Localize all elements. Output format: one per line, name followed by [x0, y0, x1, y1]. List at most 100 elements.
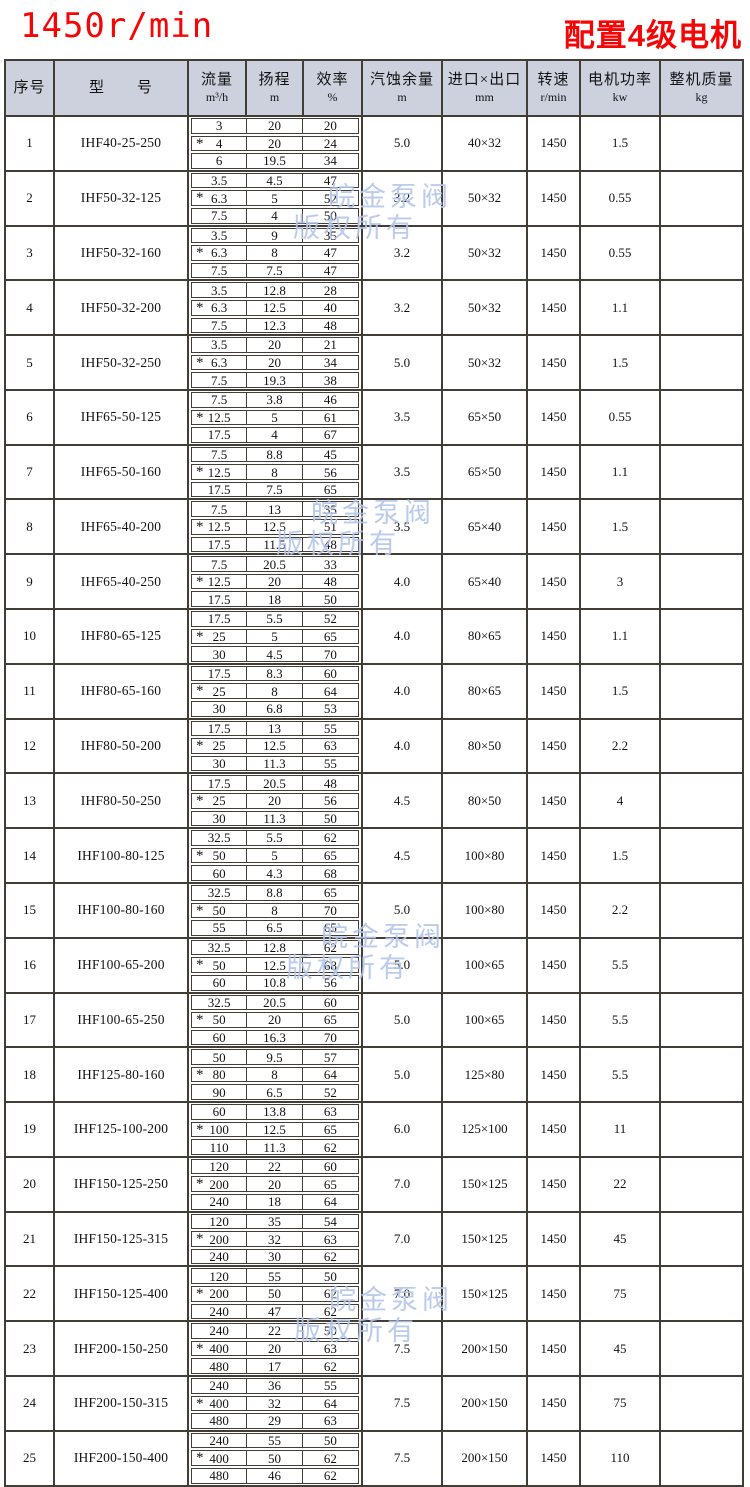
- efficiency-cell: 65: [302, 1121, 360, 1138]
- head-cell: 18: [247, 1194, 303, 1210]
- speed-cell: 1450: [526, 717, 581, 775]
- flow-cell: 7.5: [191, 207, 248, 224]
- npsh-cell: 7.5: [361, 1374, 443, 1432]
- flow-cell: * 12.5: [191, 573, 248, 590]
- perf-subrow: 240 47 62: [191, 1303, 360, 1320]
- perf-subrow: 17.5 5.5 52: [191, 611, 360, 627]
- ports-cell: 125×80: [441, 1046, 528, 1104]
- perf-subrow: * 400 20 63: [191, 1340, 360, 1357]
- head-cell: 6.8: [247, 701, 303, 717]
- perf-subrow: 240 36 55: [191, 1377, 360, 1394]
- efficiency-cell: 65: [302, 884, 360, 901]
- serial-cell: 13: [4, 772, 55, 830]
- perf-subrow: 30 11.3 50: [191, 810, 360, 827]
- efficiency-cell: 65: [302, 920, 360, 936]
- flow-cell: 240: [191, 1248, 248, 1265]
- speed-cell: 1450: [526, 1210, 581, 1268]
- model-cell: IHF150-125-250: [53, 1155, 189, 1213]
- ports-cell: 200×150: [441, 1320, 528, 1377]
- rated-point-star: *: [196, 135, 204, 152]
- power-cell: 5.5: [579, 991, 661, 1049]
- serial-cell: 10: [4, 608, 55, 665]
- efficiency-cell: 61: [302, 409, 360, 426]
- serial-cell: 3: [4, 224, 55, 282]
- efficiency-cell: 65: [302, 628, 360, 645]
- power-cell: 1.1: [579, 608, 661, 665]
- npsh-cell: 7.0: [361, 1210, 443, 1268]
- performance-subtable: 7.5 20.5 33 * 12.5 20 48 17.5 18 50: [187, 553, 363, 611]
- perf-subrow: * 50 8 70: [191, 902, 360, 919]
- performance-subtable: 7.5 3.8 46 * 12.5 5 61 17.5 4 67: [187, 388, 363, 446]
- serial-cell: 7: [4, 443, 55, 501]
- flow-cell: 3: [191, 118, 248, 134]
- perf-subrow: 17.5 7.5 65: [191, 481, 360, 498]
- head-cell: 8: [247, 245, 303, 261]
- efficiency-cell: 60: [302, 994, 360, 1011]
- table-row: 5 IHF50-32-250 3.5 20 21 * 6.3 20 34 7.5 …: [4, 334, 744, 391]
- table-row: 14 IHF100-80-125 32.5 5.5 62 * 50 5 65 60…: [4, 827, 744, 884]
- head-cell: 13: [247, 720, 303, 737]
- power-cell: 4: [579, 772, 661, 830]
- head-cell: 19.5: [247, 153, 303, 169]
- flow-cell: * 12.5: [191, 519, 248, 535]
- efficiency-cell: 56: [302, 792, 360, 809]
- performance-subtable: 17.5 8.3 60 * 25 8 64 30 6.8 53: [187, 662, 363, 720]
- ports-cell: 100×80: [441, 881, 528, 939]
- ports-cell: 65×40: [441, 498, 528, 556]
- performance-subtable: 120 35 54 * 200 32 63 240 30 62: [187, 1210, 363, 1268]
- perf-subrow: 30 11.3 55: [191, 755, 360, 772]
- perf-subrow: * 4 20 24: [191, 135, 360, 152]
- perf-subrow: * 25 20 56: [191, 792, 360, 809]
- efficiency-cell: 64: [302, 1066, 360, 1083]
- header-ports: 进口×出口 mm: [441, 59, 528, 117]
- npsh-cell: 3.2: [361, 169, 443, 227]
- speed-cell: 1450: [526, 498, 581, 556]
- efficiency-cell: 62: [302, 1467, 360, 1484]
- perf-subrow: * 400 32 64: [191, 1395, 360, 1412]
- head-cell: 10.8: [247, 974, 303, 991]
- model-cell: IHF80-50-200: [53, 717, 189, 775]
- efficiency-cell: 51: [302, 519, 360, 535]
- weight-cell: [659, 608, 744, 665]
- table-row: 17 IHF100-65-250 32.5 20.5 60 * 50 20 65 …: [4, 991, 744, 1049]
- model-cell: IHF100-80-125: [53, 827, 189, 884]
- flow-cell: 17.5: [191, 481, 248, 498]
- rated-point-star: *: [196, 792, 204, 809]
- perf-subrow: 240 30 62: [191, 1248, 360, 1265]
- head-cell: 8.8: [247, 446, 303, 463]
- head-cell: 20: [247, 135, 303, 152]
- head-cell: 12.5: [247, 519, 303, 535]
- perf-subrow: 480 17 62: [191, 1358, 360, 1374]
- head-cell: 12.3: [247, 317, 303, 334]
- perf-subrow: 3.5 4.5 47: [191, 172, 360, 189]
- perf-subrow: 60 4.3 68: [191, 865, 360, 881]
- efficiency-cell: 70: [302, 646, 360, 662]
- ports-cell: 125×100: [441, 1101, 528, 1158]
- weight-cell: [659, 772, 744, 830]
- efficiency-cell: 62: [302, 1303, 360, 1320]
- table-row: 6 IHF65-50-125 7.5 3.8 46 * 12.5 5 61 17.…: [4, 388, 744, 446]
- head-cell: 20: [247, 1176, 303, 1193]
- speed-cell: 1450: [526, 279, 581, 337]
- power-cell: 45: [579, 1210, 661, 1268]
- head-cell: 47: [247, 1303, 303, 1320]
- speed-cell: 1450: [526, 388, 581, 446]
- flow-cell: * 50: [191, 902, 248, 919]
- head-cell: 6.5: [247, 920, 303, 936]
- flow-cell: * 400: [191, 1395, 248, 1412]
- npsh-cell: 5.0: [361, 115, 443, 172]
- perf-subrow: * 6.3 20 34: [191, 354, 360, 371]
- header-npsh: 汽蚀余量 m: [361, 59, 443, 117]
- flow-cell: 480: [191, 1358, 248, 1374]
- flow-cell: 55: [191, 920, 248, 936]
- ports-cell: 150×125: [441, 1155, 528, 1213]
- perf-subrow: 240 22 50: [191, 1323, 360, 1339]
- npsh-cell: 6.0: [361, 1101, 443, 1158]
- perf-subrow: 30 4.5 70: [191, 646, 360, 662]
- weight-cell: [659, 1046, 744, 1104]
- flow-cell: 3.5: [191, 227, 248, 244]
- flow-cell: 17.5: [191, 536, 248, 553]
- flow-cell: * 4: [191, 135, 248, 152]
- model-cell: IHF50-32-160: [53, 224, 189, 282]
- head-cell: 7.5: [247, 262, 303, 279]
